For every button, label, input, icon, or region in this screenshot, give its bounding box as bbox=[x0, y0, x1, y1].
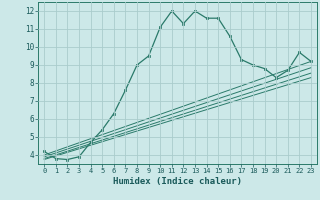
X-axis label: Humidex (Indice chaleur): Humidex (Indice chaleur) bbox=[113, 177, 242, 186]
